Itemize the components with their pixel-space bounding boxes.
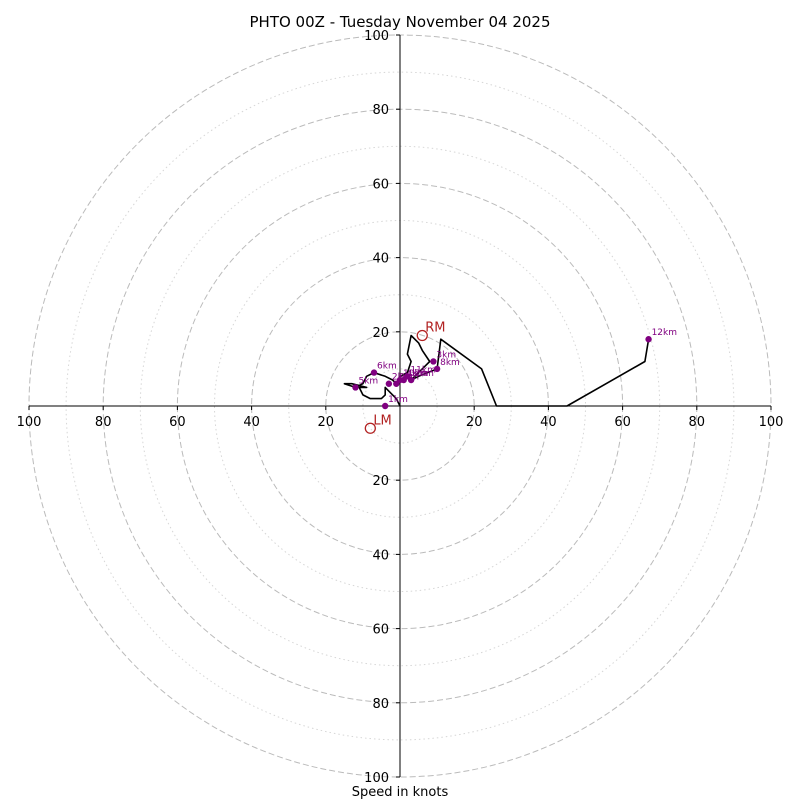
y-tick-label: 80 (372, 697, 389, 712)
height-marker-1km (381, 402, 389, 410)
x-tick-label: 80 (689, 415, 706, 430)
height-label-1km: 1km (388, 395, 408, 405)
y-tick-label: 60 (372, 177, 389, 192)
height-label-3km: 3km (436, 350, 456, 360)
y-tick-label: 80 (372, 103, 389, 118)
x-tick-label: 40 (540, 415, 557, 430)
chart-title: PHTO 00Z - Tuesday November 04 2025 (250, 13, 551, 31)
storm-motion-lm-marker (364, 422, 376, 434)
y-tick-label: 40 (372, 548, 389, 563)
x-tick-label: 80 (95, 415, 112, 430)
storm-motion-rm-label: RM (425, 321, 445, 336)
height-marker-6km (370, 369, 378, 376)
x-tick-label: 20 (466, 415, 483, 430)
x-tick-label: 100 (759, 415, 784, 430)
height-label-11km: 11km (410, 365, 435, 375)
height-label-12km: 12km (652, 328, 677, 338)
height-label-5km: 5km (358, 376, 378, 386)
height-label-4km: 4km (407, 369, 427, 379)
height-marker-3km (430, 358, 437, 365)
height-markers: 1km2km3km4km5km6km7km8km9km10km11km12km (352, 328, 677, 410)
height-marker-10km (396, 376, 404, 384)
storm-motion-rm-marker (416, 329, 428, 342)
x-tick-label: 60 (169, 415, 186, 430)
x-tick-label: 20 (318, 415, 335, 430)
height-label-10km: 10km (403, 369, 428, 379)
y-tick-label: 40 (372, 252, 389, 267)
height-marker-11km (404, 373, 411, 380)
y-tick-label: 100 (364, 771, 389, 786)
height-label-6km: 6km (377, 362, 397, 372)
x-axis-label: Speed in knots (352, 785, 449, 800)
x-tick-label: 40 (243, 415, 260, 430)
y-tick-label: 20 (372, 326, 389, 341)
y-tick-label: 20 (372, 474, 389, 489)
storm-motion-markers: RM LM (364, 321, 446, 434)
axis-ticks: 100 100 80 80 60 60 40 40 20 20 20 20 40 40 60 60 80 80 10… (17, 29, 784, 786)
y-tick-label: 60 (372, 623, 389, 638)
height-marker-12km (645, 336, 652, 343)
y-tick-label: 100 (364, 29, 389, 44)
height-marker-2km (385, 380, 393, 387)
height-label-7km: 7km (414, 369, 434, 379)
height-marker-5km (352, 384, 359, 391)
height-label-8km: 8km (440, 358, 460, 368)
height-marker-8km (433, 365, 441, 373)
storm-motion-lm-label: LM (373, 413, 391, 428)
x-tick-label: 60 (614, 415, 631, 430)
x-tick-label: 100 (17, 415, 42, 430)
